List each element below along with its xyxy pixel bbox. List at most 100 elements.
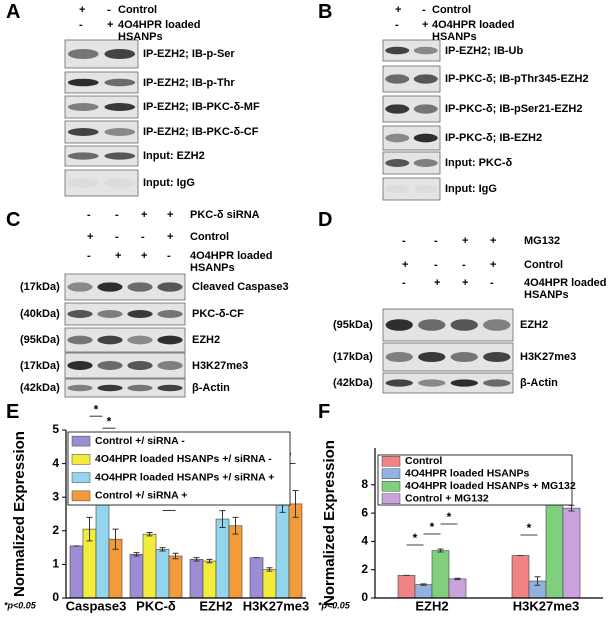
blot-band bbox=[418, 319, 446, 331]
legend-swatch bbox=[381, 493, 401, 504]
blot-band bbox=[97, 335, 123, 345]
blot-label: IP-EZH2; IB-p-Thr bbox=[143, 76, 235, 89]
condition-label: 4O4HPR loaded HSANPs bbox=[432, 19, 515, 43]
bar bbox=[397, 575, 416, 599]
blot-label: Cleaved Caspase3 bbox=[192, 281, 289, 293]
blot-label: IP-EZH2; IB-Ub bbox=[445, 44, 524, 57]
blot-label: PKC-δ-CF bbox=[192, 308, 244, 320]
blot-size: (95kDa) bbox=[20, 334, 60, 346]
blot-label: EZH2 bbox=[192, 334, 221, 346]
bar bbox=[69, 545, 84, 599]
blot-band bbox=[385, 319, 413, 331]
condition-sign: - bbox=[107, 4, 111, 16]
legend-label: 4O4HPR loaded HSANPs +/ siRNA - bbox=[95, 453, 272, 465]
blot-band bbox=[385, 159, 410, 167]
legend-swatch bbox=[71, 490, 91, 502]
panel-letter: F bbox=[318, 401, 331, 423]
blot-band bbox=[97, 384, 123, 392]
bar bbox=[129, 554, 144, 599]
bar bbox=[545, 495, 564, 599]
blot-band bbox=[104, 48, 136, 60]
condition-sign: - bbox=[402, 277, 406, 289]
bar bbox=[142, 533, 157, 599]
sig-mark: * bbox=[430, 520, 435, 534]
legend-swatch bbox=[71, 472, 91, 483]
legend-swatch bbox=[381, 468, 401, 479]
condition-label: Control bbox=[190, 231, 230, 243]
y-tick-label: 2 bbox=[52, 523, 59, 537]
blot-label: IP-EZH2; IB-PKC-δ-MF bbox=[143, 101, 260, 113]
y-tick-label: 8 bbox=[361, 477, 368, 491]
condition-label: Control bbox=[524, 259, 564, 271]
error-bar bbox=[172, 552, 179, 560]
sig-mark: * bbox=[413, 531, 418, 545]
condition-sign: - bbox=[79, 19, 83, 31]
bar bbox=[448, 578, 467, 599]
blot-band bbox=[157, 310, 183, 318]
blot-band bbox=[413, 133, 438, 143]
condition-label: 4O4HPR loaded HSANPs bbox=[190, 250, 273, 274]
bar bbox=[228, 525, 243, 599]
condition-sign: - bbox=[141, 231, 145, 243]
y-tick-label: 0 bbox=[361, 590, 368, 604]
sig-mark: * bbox=[527, 521, 532, 535]
condition-sign: + bbox=[462, 277, 469, 289]
blot-band bbox=[67, 152, 99, 160]
error-bar bbox=[292, 489, 299, 518]
blot-label: IP-EZH2; IB-p-Ser bbox=[143, 48, 235, 60]
panel-letter: C bbox=[6, 209, 21, 231]
condition-label: MG132 bbox=[524, 235, 561, 247]
blot-band bbox=[450, 319, 478, 331]
condition-sign: + bbox=[402, 259, 409, 271]
blot-band bbox=[104, 103, 136, 111]
note: *p<0.05 bbox=[4, 600, 37, 610]
blot-band bbox=[385, 185, 410, 193]
blot-band bbox=[413, 74, 438, 84]
legend-swatch bbox=[381, 456, 401, 467]
blot-size: (95kDa) bbox=[333, 319, 373, 331]
bar bbox=[431, 550, 450, 599]
bar bbox=[249, 557, 264, 599]
blot-band bbox=[67, 335, 93, 345]
blot bbox=[64, 378, 186, 398]
blot-label: IP-EZH2; IB-PKC-δ-CF bbox=[143, 126, 259, 138]
legend-swatch bbox=[71, 454, 91, 465]
blot-band bbox=[385, 379, 413, 387]
x-tick-label: EZH2 bbox=[199, 598, 232, 613]
blot bbox=[64, 169, 139, 197]
blot-band bbox=[97, 361, 123, 370]
blot-band bbox=[127, 335, 153, 345]
legend-label: Control +/ siRNA - bbox=[95, 435, 185, 447]
error-bar bbox=[454, 577, 461, 581]
blot-label: EZH2 bbox=[520, 319, 549, 331]
blot-size: (17kDa) bbox=[333, 351, 373, 363]
blot-band bbox=[67, 384, 93, 392]
blot bbox=[382, 39, 441, 62]
blot-label: H3K27me3 bbox=[192, 359, 249, 372]
bar bbox=[414, 584, 433, 599]
blot-size: (42kDa) bbox=[333, 377, 373, 389]
condition-sign: + bbox=[79, 4, 86, 16]
sig-mark: * bbox=[94, 402, 99, 416]
y-tick-label: 5 bbox=[52, 422, 59, 436]
error-bar bbox=[420, 583, 427, 586]
condition-sign: + bbox=[115, 250, 122, 262]
blot bbox=[64, 95, 139, 119]
error-bar bbox=[534, 576, 541, 586]
blot-band bbox=[104, 128, 136, 136]
x-tick-label: EZH2 bbox=[415, 598, 448, 613]
y-tick-label: 3 bbox=[52, 489, 59, 503]
condition-sign: + bbox=[434, 277, 441, 289]
blot-band bbox=[157, 282, 183, 292]
y-tick-label: 4 bbox=[361, 534, 368, 548]
blot-label: β-Actin bbox=[192, 382, 230, 394]
condition-sign: + bbox=[141, 250, 148, 262]
blot-band bbox=[67, 103, 99, 111]
bar bbox=[215, 518, 230, 599]
condition-sign: + bbox=[167, 231, 174, 243]
legend-label: Control bbox=[405, 455, 442, 467]
blot-band bbox=[67, 361, 93, 370]
bar bbox=[168, 555, 183, 599]
x-tick-label: PKC-δ bbox=[136, 598, 176, 613]
